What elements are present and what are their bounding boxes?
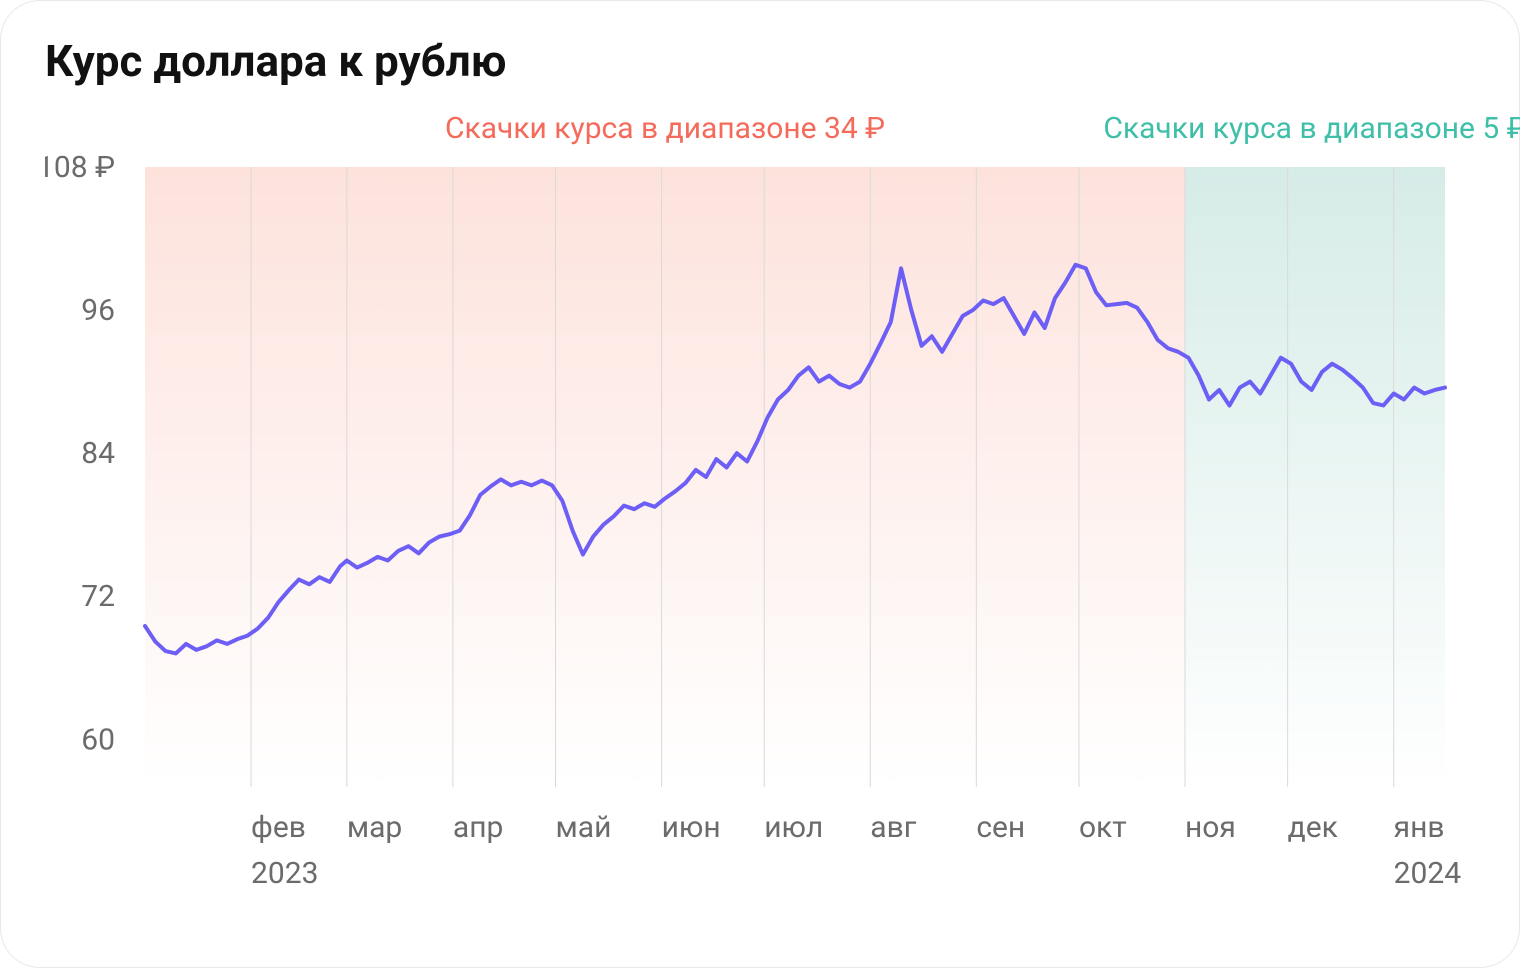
svg-text:апр: апр bbox=[453, 810, 503, 845]
line-chart: 60 72 84 96 108 ₽ фев 2023 мар апр май июн июл авг се… bbox=[45, 107, 1477, 937]
region-1-label: Скачки курса в диапазоне 34 ₽ bbox=[445, 111, 885, 146]
chart-title: Курс доллара к рублю bbox=[45, 35, 1475, 87]
svg-text:84: 84 bbox=[81, 436, 115, 471]
svg-text:июн: июн bbox=[662, 810, 721, 845]
svg-text:июл: июл bbox=[764, 810, 823, 845]
svg-text:янв: янв bbox=[1394, 810, 1445, 845]
svg-text:2024: 2024 bbox=[1394, 856, 1462, 891]
chart-area: 60 72 84 96 108 ₽ фев 2023 мар апр май июн июл авг се… bbox=[45, 107, 1475, 937]
svg-text:авг: авг bbox=[870, 810, 916, 845]
chart-card: Курс доллара к рублю 60 72 84 96 108 ₽ фев 202… bbox=[0, 0, 1520, 968]
svg-text:дек: дек bbox=[1288, 810, 1338, 845]
svg-text:2023: 2023 bbox=[251, 856, 318, 891]
svg-text:мар: мар bbox=[347, 810, 402, 845]
svg-text:ноя: ноя bbox=[1185, 810, 1236, 845]
svg-text:фев: фев bbox=[251, 810, 306, 845]
svg-text:72: 72 bbox=[81, 579, 115, 614]
svg-text:60: 60 bbox=[81, 722, 115, 757]
svg-text:108 ₽: 108 ₽ bbox=[45, 150, 115, 185]
svg-text:96: 96 bbox=[81, 293, 115, 328]
svg-text:сен: сен bbox=[976, 810, 1025, 845]
svg-text:май: май bbox=[556, 810, 612, 845]
region-2-label: Скачки курса в диапазоне 5 ₽ bbox=[1103, 111, 1520, 146]
svg-text:окт: окт bbox=[1079, 810, 1127, 845]
